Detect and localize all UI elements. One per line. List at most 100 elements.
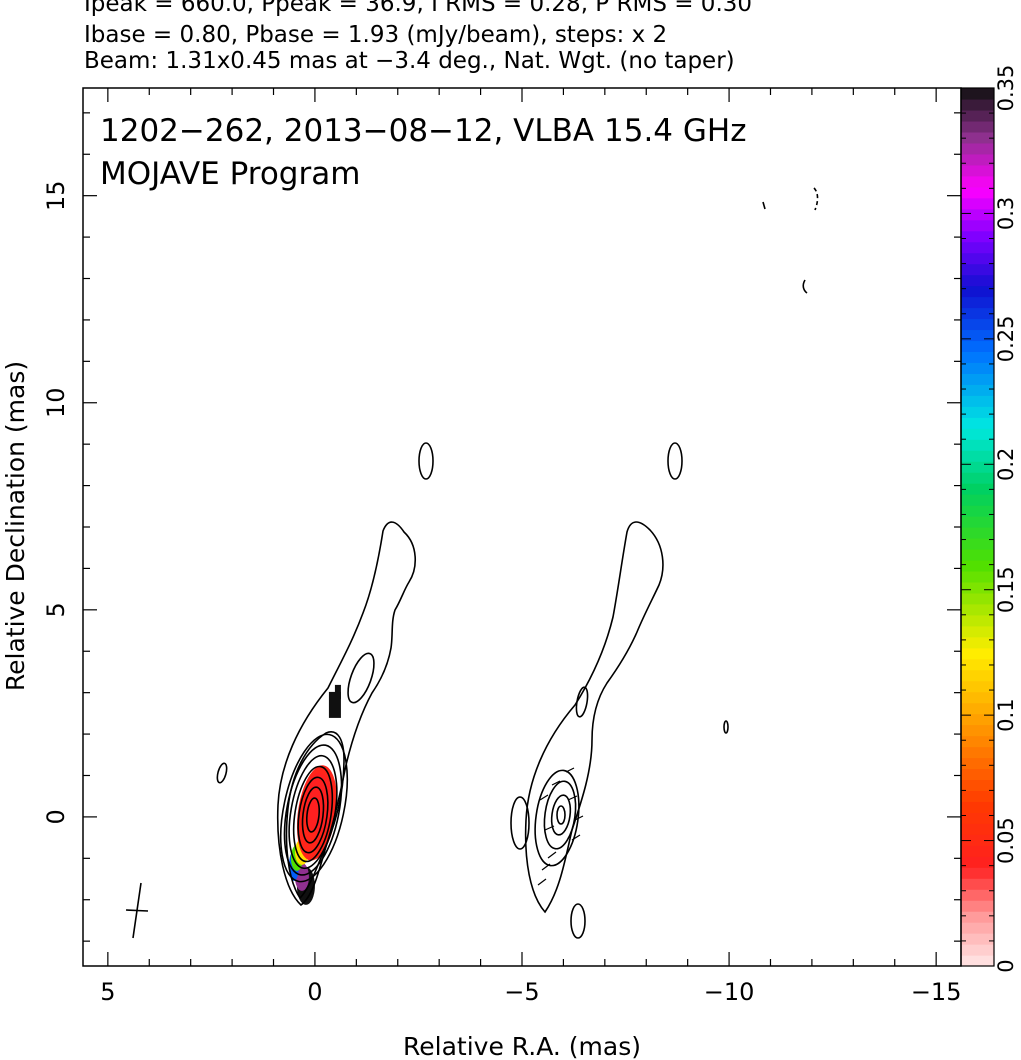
colorbar-tick-label: 0 (994, 959, 1018, 972)
colorbar-segment (961, 395, 994, 407)
contour-9 (305, 797, 321, 833)
colorbar-segment (961, 340, 994, 352)
colorbar-segment (961, 889, 994, 901)
colorbar-segment (961, 384, 994, 396)
isolated-contour (418, 442, 434, 480)
colorbar-segment (961, 274, 994, 287)
colorbar-segment (961, 691, 994, 704)
contour-5 (550, 794, 572, 836)
colorbar-segment (961, 263, 994, 276)
colorbar-segment (961, 933, 994, 945)
isolated-contour (216, 762, 228, 784)
contour-8 (301, 786, 325, 844)
x-tick-label: 0 (307, 978, 322, 1006)
x-tick-label: 5 (100, 978, 115, 1006)
colorbar-tick-label: 0.1 (994, 698, 1018, 731)
colorbar-segment (961, 329, 994, 342)
colorbar-segment (961, 472, 994, 484)
contour-3 (279, 733, 349, 883)
header-line-3: Beam: 1.31x0.45 mas at −3.4 deg., Nat. W… (84, 48, 735, 74)
colorbar-segment (961, 208, 994, 221)
colorbar-tick-label: 0.35 (994, 65, 1018, 112)
colorbar-segment (961, 230, 994, 243)
colorbar-segment (961, 768, 994, 781)
y-axis-title: Relative Declination (mas) (1, 361, 30, 691)
colorbar-segment (961, 548, 994, 561)
intensity-contours (216, 442, 434, 907)
colorbar-segment (961, 746, 994, 759)
x-tick-label: −15 (911, 978, 962, 1006)
y-tick-label: 15 (42, 180, 70, 211)
colorbar-segment (961, 241, 994, 254)
colorbar-segment (961, 922, 994, 934)
colorbar-segment (961, 285, 994, 298)
colorbar-tick-label: 0.25 (994, 315, 1018, 362)
x-tick-label: −10 (704, 978, 755, 1006)
colorbar-segment (961, 417, 994, 429)
colorbar-segment (961, 362, 994, 374)
colorbar-segment (961, 735, 994, 748)
jet-knot-contour (575, 686, 589, 718)
contour-4 (543, 780, 577, 850)
evpa-ticks (537, 767, 584, 886)
colorbar-segment (961, 153, 994, 166)
colorbar-tick-label: 0.05 (994, 817, 1018, 864)
y-tick-label: 10 (42, 387, 70, 418)
colorbar-segment (961, 603, 994, 616)
colorbar-tick-label: 0.15 (994, 566, 1018, 613)
colorbar-segment (961, 296, 994, 309)
polarization-contours (510, 187, 819, 939)
contour-6 (292, 765, 334, 863)
colorbar-segment (961, 142, 994, 155)
colorbar-segment (961, 878, 994, 890)
isolated-contour (723, 720, 729, 734)
isolated-contour (802, 279, 808, 294)
outer-jet-contour (524, 521, 664, 914)
colorbar-segment (961, 197, 994, 210)
colorbar-segment (961, 131, 994, 144)
colorbar-segment (961, 614, 994, 627)
colorbar-segment (961, 505, 994, 517)
colorbar-segment (961, 834, 994, 846)
polarization-pixel (334, 684, 341, 699)
colorbar-segment (961, 483, 994, 495)
colorbar-segment (961, 537, 994, 550)
colorbar-segment (961, 450, 994, 462)
colorbar-segment (961, 647, 994, 660)
colorbar-segment (961, 669, 994, 682)
colorbar-segment (961, 900, 994, 912)
contour-2 (285, 731, 345, 900)
colorbar-segment (961, 461, 994, 473)
contour-6 (556, 805, 566, 825)
colorbar-segment (961, 406, 994, 418)
y-tick-label: 0 (42, 809, 70, 824)
colorbar-segment (961, 713, 994, 726)
map-title-line-2: MOJAVE Program (100, 156, 360, 192)
colorbar-segment (961, 724, 994, 737)
contour-3 (534, 769, 580, 867)
colorbar-tick-label: 0.2 (994, 448, 1018, 481)
colorbar-segment (961, 801, 994, 813)
colorbar-segment (961, 494, 994, 506)
colorbar-segment (961, 581, 994, 594)
colorbar-segment (961, 164, 994, 177)
colorbar-segment (961, 559, 994, 572)
colorbar-segment (961, 439, 994, 451)
colorbar-segment (961, 823, 994, 835)
colorbar-segment (961, 373, 994, 385)
contour-7 (297, 776, 329, 854)
x-axis-ticks: 5 0 −5 −10 −15 (100, 88, 961, 1006)
colorbar-segment (961, 636, 994, 649)
colorbar-segment (961, 955, 994, 967)
jet-knot-contour (347, 652, 375, 704)
isolated-contour (667, 442, 683, 480)
colorbar-segment (961, 318, 994, 331)
x-tick-label: −5 (504, 978, 539, 1006)
colorbar-segment (961, 109, 994, 122)
colorbar-segment (961, 845, 994, 857)
colorbar-segment (961, 625, 994, 638)
colorbar-segment (961, 88, 994, 100)
colorbar-segment (961, 812, 994, 824)
isolated-contour (510, 796, 530, 850)
